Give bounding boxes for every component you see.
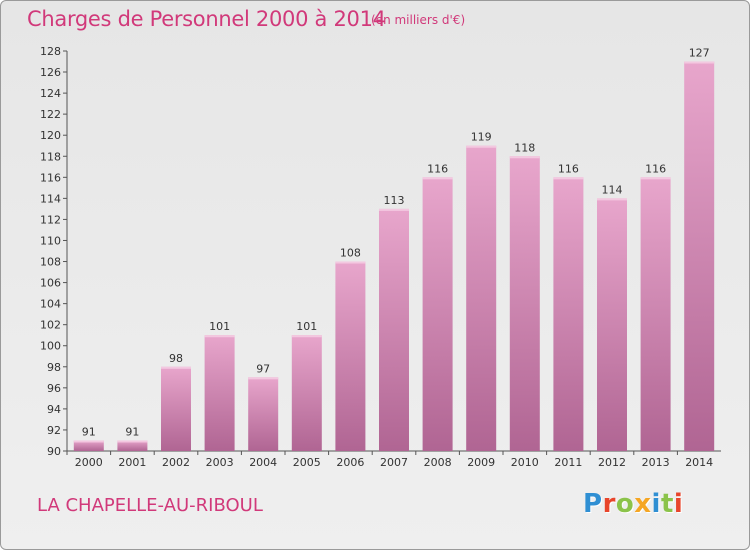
y-tick-label: 114 [40, 192, 61, 205]
x-tick-label: 2009 [467, 456, 495, 469]
logo-letter: i [673, 489, 684, 519]
bar-highlight [204, 335, 235, 338]
logo-letter: P [583, 489, 603, 519]
bar [117, 440, 148, 451]
data-label: 118 [514, 141, 535, 154]
bar-highlight [335, 261, 366, 264]
bar-highlight [117, 440, 148, 443]
logo-letter: x [634, 489, 652, 519]
logo-letter: o [615, 489, 635, 519]
data-label: 91 [125, 425, 139, 438]
data-label: 114 [602, 183, 623, 196]
bar [422, 177, 453, 451]
bar [73, 440, 104, 451]
y-tick-label: 110 [40, 234, 61, 247]
data-label: 98 [169, 352, 183, 365]
x-tick-label: 2003 [206, 456, 234, 469]
y-tick-label: 100 [40, 340, 61, 353]
bar [161, 366, 191, 451]
bar [204, 335, 235, 451]
chart-title: Charges de Personnel 2000 à 2014 [27, 7, 386, 31]
bar-highlight [422, 177, 453, 180]
data-label: 116 [558, 162, 579, 175]
bar-highlight [466, 145, 497, 148]
bar-highlight [597, 198, 627, 201]
y-tick-label: 116 [40, 171, 61, 184]
bar-highlight [248, 377, 279, 380]
y-tick-label: 104 [40, 298, 61, 311]
y-tick-label: 96 [47, 382, 61, 395]
proxiti-logo: Proxiti [583, 489, 683, 519]
data-label: 119 [471, 131, 492, 144]
y-tick-label: 112 [40, 213, 61, 226]
x-tick-label: 2000 [75, 456, 103, 469]
y-tick-label: 128 [40, 45, 61, 58]
bar-highlight [509, 156, 540, 159]
x-tick-label: 2010 [511, 456, 539, 469]
y-tick-label: 90 [47, 445, 61, 458]
bar [248, 377, 279, 451]
data-label: 116 [645, 162, 666, 175]
bar-highlight [379, 208, 409, 211]
bar [509, 156, 540, 451]
y-tick-label: 122 [40, 108, 61, 121]
bar [379, 208, 409, 451]
data-label: 113 [384, 194, 405, 207]
x-tick-label: 2007 [380, 456, 408, 469]
y-tick-label: 108 [40, 256, 61, 269]
x-tick-label: 2008 [424, 456, 452, 469]
y-tick-label: 98 [47, 361, 61, 374]
unit-note: (en milliers d'€) [371, 13, 466, 27]
data-label: 116 [427, 162, 448, 175]
bar [640, 177, 671, 451]
logo-letter: r [602, 489, 616, 519]
data-label: 101 [296, 320, 317, 333]
x-tick-label: 2004 [249, 456, 277, 469]
logo-letter: i [651, 489, 661, 519]
x-tick-label: 2014 [685, 456, 713, 469]
data-label: 97 [256, 362, 270, 375]
bar [335, 261, 366, 451]
bar-highlight [640, 177, 671, 180]
data-label: 127 [689, 47, 710, 60]
x-tick-label: 2001 [118, 456, 146, 469]
y-tick-label: 94 [47, 403, 61, 416]
bar-highlight [684, 61, 715, 64]
y-tick-label: 106 [40, 277, 61, 290]
bar-highlight [161, 366, 191, 369]
bar [553, 177, 584, 451]
bar-highlight [291, 335, 322, 338]
y-tick-label: 126 [40, 66, 61, 79]
y-tick-label: 124 [40, 87, 61, 100]
bar-highlight [553, 177, 584, 180]
y-tick-label: 120 [40, 129, 61, 142]
x-tick-label: 2005 [293, 456, 321, 469]
x-tick-label: 2006 [336, 456, 364, 469]
y-tick-label: 118 [40, 150, 61, 163]
town-name: LA CHAPELLE-AU-RIBOUL [37, 495, 263, 516]
y-tick-label: 102 [40, 319, 61, 332]
bar [466, 145, 497, 451]
bar [597, 198, 627, 451]
x-tick-label: 2013 [642, 456, 670, 469]
data-label: 101 [209, 320, 230, 333]
data-label: 108 [340, 247, 361, 260]
x-tick-label: 2011 [554, 456, 582, 469]
data-label: 91 [82, 425, 96, 438]
bar [684, 61, 715, 452]
bar-highlight [73, 440, 104, 443]
y-tick-label: 92 [47, 424, 61, 437]
logo-letter: t [660, 489, 674, 519]
x-tick-label: 2002 [162, 456, 190, 469]
x-tick-label: 2012 [598, 456, 626, 469]
bar [291, 335, 322, 451]
